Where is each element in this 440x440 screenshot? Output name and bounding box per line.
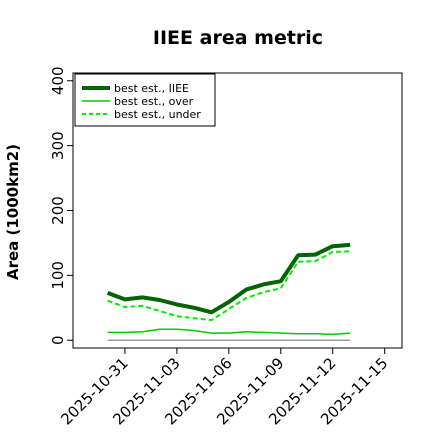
y-axis-label: Area (1000km2): [4, 144, 22, 280]
y-tick-label: 300: [49, 131, 67, 160]
legend-label-over: best est., over: [114, 95, 194, 108]
y-tick-label: 400: [49, 66, 67, 95]
chart-title: IIEE area metric: [153, 27, 323, 49]
series-line-over: [107, 328, 351, 336]
y-tick-label: 200: [49, 196, 67, 225]
y-tick-label: 0: [49, 335, 67, 345]
y-tick-label: 100: [49, 261, 67, 290]
series-line-iiee: [106, 242, 351, 315]
legend-label-under: best est., under: [114, 108, 201, 121]
legend-label-iiee: best est., IIEE: [114, 82, 189, 95]
legend: best est., IIEE best est., over best est…: [74, 73, 216, 127]
legend-box: [74, 73, 216, 127]
series-line-under: [107, 250, 351, 322]
